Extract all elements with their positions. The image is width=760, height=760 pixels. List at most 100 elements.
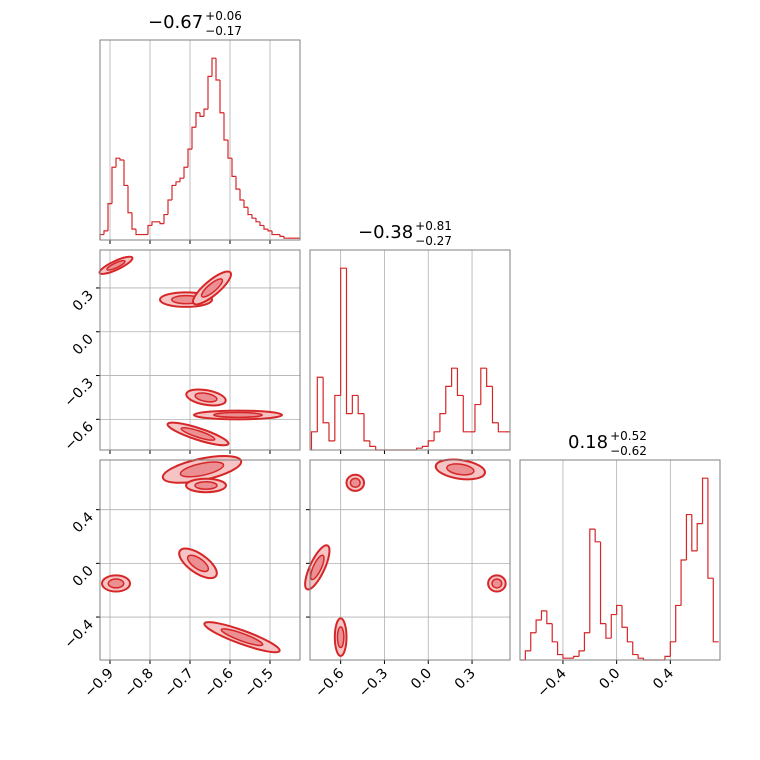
histogram-step xyxy=(310,431,318,450)
y-tick-label: 0.0 xyxy=(70,331,97,358)
panel-frame xyxy=(309,459,511,661)
histogram-step xyxy=(345,268,353,415)
histogram-step xyxy=(415,447,423,450)
histogram-step xyxy=(107,203,112,231)
histogram-step xyxy=(243,200,248,208)
histogram-step xyxy=(227,140,232,159)
histogram-step xyxy=(328,422,335,442)
histogram-step xyxy=(219,80,224,114)
histogram-step xyxy=(203,108,208,117)
histogram-step xyxy=(685,513,692,560)
histogram-step xyxy=(191,126,196,150)
histogram-step xyxy=(357,395,365,415)
y-tick-label: −0.4 xyxy=(61,616,96,651)
histogram-step xyxy=(187,148,192,168)
histogram-step xyxy=(462,395,470,433)
histogram-step xyxy=(546,610,553,625)
histogram-step xyxy=(535,619,542,633)
histogram-step xyxy=(439,413,446,432)
histogram-step xyxy=(621,605,628,628)
contour-inner xyxy=(213,411,263,419)
contour-inner xyxy=(179,461,225,478)
x-tick-label: −0.6 xyxy=(312,665,347,700)
x-tick-label: 0.0 xyxy=(596,666,623,693)
histogram-step xyxy=(451,367,458,387)
title-upper-error: +0.06 xyxy=(205,9,242,23)
histogram-step xyxy=(610,613,617,639)
histogram-step xyxy=(445,385,452,414)
histogram-step xyxy=(530,632,537,651)
x-tick-label: −0.8 xyxy=(121,666,156,701)
histogram-step xyxy=(255,218,260,223)
histogram-step xyxy=(427,440,435,447)
x-tick-label: −0.9 xyxy=(81,666,116,701)
histogram-step xyxy=(351,394,359,414)
panel-frame xyxy=(99,249,301,451)
histogram-step xyxy=(363,413,370,442)
contour-inner xyxy=(194,481,218,490)
histogram-step xyxy=(369,440,376,447)
y-tick-label: −0.3 xyxy=(61,375,96,410)
histogram-step xyxy=(235,176,240,190)
histogram-step xyxy=(119,158,124,161)
histogram-step xyxy=(433,431,440,441)
histogram-step xyxy=(421,445,429,449)
contour-inner xyxy=(194,392,218,403)
histogram-step xyxy=(486,368,493,387)
histogram-step xyxy=(605,623,612,639)
x-tick-label: −0.3 xyxy=(356,666,391,701)
contour-inner xyxy=(336,626,345,649)
x-tick-label: −0.6 xyxy=(201,665,236,700)
x-tick-label: −0.5 xyxy=(241,666,276,701)
histogram-step xyxy=(680,559,687,606)
contour-inner xyxy=(106,259,126,271)
histogram-step xyxy=(375,446,382,451)
histogram-step xyxy=(111,166,116,204)
x-tick-label: 0.0 xyxy=(408,666,435,693)
contour-inner xyxy=(309,554,325,581)
histogram-step xyxy=(616,604,623,615)
histogram-step xyxy=(669,641,676,657)
panel-title: 0.18 xyxy=(568,432,608,453)
panel-frame xyxy=(99,459,301,661)
histogram-step xyxy=(556,641,563,656)
panel-frame xyxy=(99,39,301,241)
panel-title: −0.38 xyxy=(358,222,413,243)
contour-inner xyxy=(349,477,361,488)
histogram-step xyxy=(215,58,220,81)
histogram-step xyxy=(195,112,200,128)
histogram-step xyxy=(696,523,703,551)
title-lower-error: −0.27 xyxy=(415,234,452,248)
histogram-step xyxy=(562,654,569,659)
histogram-step xyxy=(701,477,708,524)
histogram-step xyxy=(480,367,487,405)
histogram-step xyxy=(167,199,172,215)
histogram-step xyxy=(334,394,341,441)
histogram-step xyxy=(524,650,531,660)
title-upper-error: +0.81 xyxy=(415,219,452,233)
x-tick-label: 0.4 xyxy=(650,665,677,692)
histogram-step xyxy=(267,229,272,232)
contour-inner xyxy=(200,278,224,298)
histogram-step xyxy=(632,641,639,656)
histogram-step xyxy=(340,267,347,396)
contour-inner xyxy=(107,578,125,589)
x-tick-label: −0.4 xyxy=(534,665,569,700)
histogram-step xyxy=(279,234,284,237)
title-lower-error: −0.17 xyxy=(205,24,242,38)
histogram-step xyxy=(147,224,152,235)
histogram-step xyxy=(239,189,244,201)
panel-title: −0.67 xyxy=(148,12,203,33)
panel-frame xyxy=(309,249,511,451)
histogram-step xyxy=(712,578,719,643)
histogram-step xyxy=(637,654,644,659)
histogram-step xyxy=(183,166,188,179)
histogram-step xyxy=(322,377,329,424)
histogram-step xyxy=(211,57,216,77)
histogram-step xyxy=(99,233,104,240)
histogram-step xyxy=(175,181,180,186)
panel-frame xyxy=(519,459,721,661)
y-tick-label: −0.6 xyxy=(61,419,96,454)
histogram-step xyxy=(135,229,140,236)
histogram-step xyxy=(589,528,596,633)
